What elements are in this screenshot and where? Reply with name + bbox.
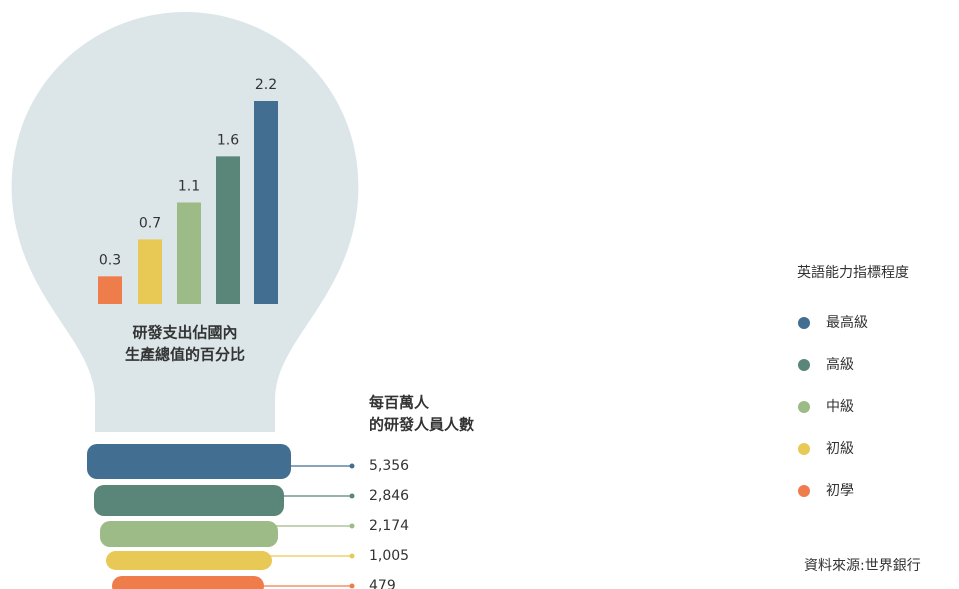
legend-label: 高級 — [826, 356, 854, 373]
legend-marker — [798, 401, 810, 413]
base-segment — [100, 521, 278, 547]
value-label: 2.2 — [255, 77, 277, 93]
bar — [138, 239, 162, 304]
leader-dot — [350, 554, 355, 559]
legend-label: 初學 — [826, 482, 854, 499]
value-label: 1.6 — [217, 132, 239, 148]
leader-dot — [350, 524, 355, 529]
chart-title: 每百萬人 — [369, 394, 430, 412]
bar — [254, 101, 278, 304]
chart-title: 研發支出佔國內 — [132, 324, 237, 342]
legend-label: 中級 — [826, 399, 854, 415]
legend-marker — [798, 443, 810, 455]
bar — [216, 156, 240, 304]
bar — [98, 276, 122, 304]
value-label: 0.3 — [99, 252, 121, 268]
chart-title: 的研發人員人數 — [369, 416, 474, 434]
legend-title: 英語能力指標程度 — [797, 264, 909, 281]
value-label: 5,356 — [369, 458, 409, 474]
value-label: 0.7 — [139, 215, 161, 231]
value-label: 2,174 — [369, 518, 409, 534]
legend-label: 最高級 — [826, 314, 868, 331]
legend-marker — [798, 485, 810, 497]
base-segment — [87, 444, 291, 479]
value-label: 1,005 — [369, 548, 409, 564]
base-segment — [94, 485, 284, 516]
chart-title: 生產總值的百分比 — [125, 346, 245, 364]
source: 資料來源:世界銀行 — [804, 558, 921, 574]
page: 0.3 0.7 1.1 1.6 2.2 研發支出佔國內生產總值的百分比 英語能力指標程度初學… — [0, 0, 959, 589]
leader-dot — [350, 584, 355, 589]
bar — [177, 203, 201, 305]
legend-label: 初級 — [826, 440, 854, 457]
leader-dot — [350, 464, 355, 469]
base-segment — [112, 576, 264, 589]
value-label: 1.1 — [178, 179, 200, 195]
chart: 0.3 0.7 1.1 1.6 2.2 研發支出佔國內生產總值的百分比 英語能力指標程度初學… — [0, 0, 959, 589]
base-segment — [106, 551, 272, 570]
value-label: 479 — [369, 578, 396, 589]
legend-marker — [798, 317, 810, 329]
leader-dot — [350, 494, 355, 499]
legend-marker — [798, 359, 810, 371]
value-label: 2,846 — [369, 488, 409, 504]
